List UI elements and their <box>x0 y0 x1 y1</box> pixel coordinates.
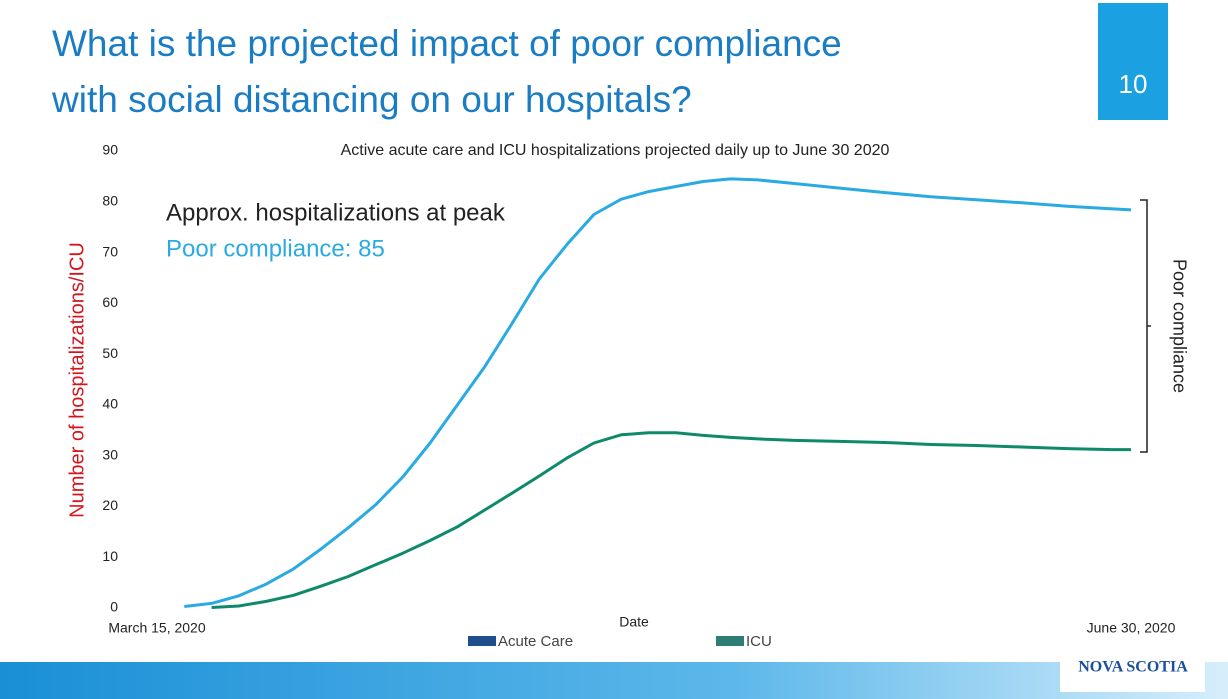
legend-label: Acute Care <box>498 633 573 650</box>
y-tick-label: 80 <box>102 192 118 208</box>
legend-label: ICU <box>746 633 772 650</box>
footer-band <box>0 662 1228 699</box>
y-tick-label: 40 <box>102 396 118 412</box>
y-tick-label: 90 <box>102 142 118 158</box>
annotation: Poor compliance: 85 <box>166 235 385 262</box>
x-axis-label: Date <box>619 614 649 630</box>
chart-title: Active acute care and ICU hospitalizatio… <box>341 142 890 159</box>
slide-title: What is the projected impact of poor com… <box>52 23 842 64</box>
y-tick-label: 10 <box>102 548 118 564</box>
x-tick-label: June 30, 2020 <box>1087 620 1176 636</box>
y-tick-label: 0 <box>110 599 118 615</box>
legend-swatch <box>468 636 496 646</box>
annotation: Poor compliance <box>1169 259 1189 393</box>
y-tick-label: 30 <box>102 446 118 462</box>
annotation: Approx. hospitalizations at peak <box>166 199 506 226</box>
slide-title: with social distancing on our hospitals? <box>51 79 692 120</box>
legend-swatch <box>716 636 744 646</box>
page-number: 10 <box>1119 69 1148 99</box>
line <box>184 177 1132 608</box>
y-axis-label: Number of hospitalizations/ICU <box>66 242 88 518</box>
line <box>211 431 1131 609</box>
bracket <box>1140 199 1151 453</box>
logo: NOVA SCOTIA <box>1078 659 1188 676</box>
y-tick-label: 20 <box>102 497 118 513</box>
x-tick-label: March 15, 2020 <box>108 620 205 636</box>
y-tick-label: 70 <box>102 243 118 259</box>
page-number-box <box>1098 3 1168 120</box>
logo-box <box>1060 642 1205 692</box>
y-tick-label: 50 <box>102 345 118 361</box>
y-tick-label: 60 <box>102 294 118 310</box>
